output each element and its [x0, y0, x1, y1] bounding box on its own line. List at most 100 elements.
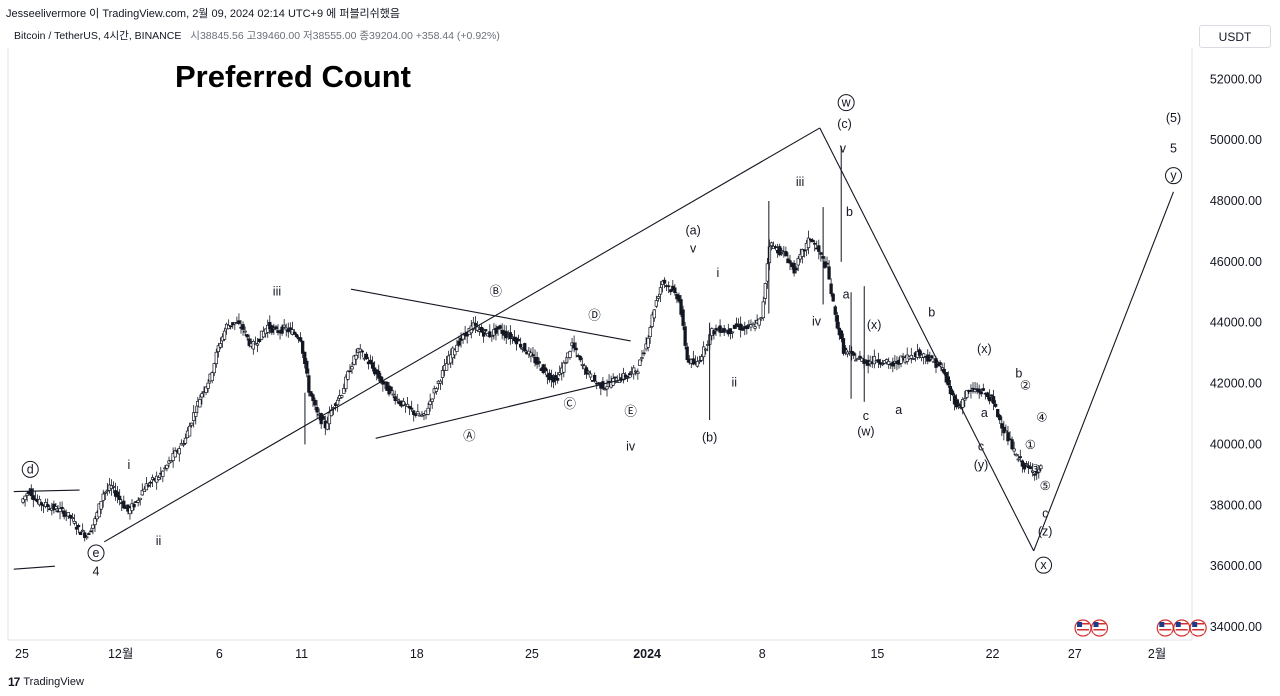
candle-body	[307, 375, 311, 393]
flag-stripe	[1077, 623, 1090, 625]
event-flags[interactable]	[1074, 619, 1207, 637]
candle-body	[91, 524, 95, 529]
footer-brand[interactable]: 17 TradingView	[8, 675, 84, 689]
candle-body	[796, 258, 800, 266]
candle-body	[969, 390, 973, 392]
wave-label: w	[841, 96, 852, 110]
candle-body	[1028, 466, 1033, 469]
flag-stripe	[1192, 632, 1205, 634]
candle-body	[31, 495, 35, 500]
candle-body	[488, 331, 492, 338]
candle-body	[810, 239, 815, 243]
flag-stripe	[1192, 623, 1205, 625]
candle-body	[181, 443, 186, 446]
price-tick-label: 50000.00	[1210, 133, 1262, 147]
candle-body	[741, 327, 745, 331]
candle-body	[691, 358, 696, 365]
chart-grid	[7, 48, 1193, 641]
candle-body	[543, 367, 547, 372]
candle-body	[850, 350, 854, 354]
candle-body	[537, 361, 541, 364]
wave-label: a	[981, 406, 988, 420]
candle-body	[389, 386, 393, 392]
candle-body	[29, 488, 33, 497]
candle-body	[878, 362, 883, 365]
candle-body	[85, 536, 89, 539]
candle-body	[309, 391, 313, 397]
candle-body	[187, 425, 192, 437]
price-tick-label: 46000.00	[1210, 255, 1262, 269]
candle-body	[393, 396, 397, 402]
candle-body	[475, 326, 480, 331]
currency-selector-button[interactable]: USDT	[1199, 25, 1271, 48]
candle-body	[794, 267, 798, 271]
candle-body	[996, 408, 1000, 418]
candle-body	[321, 416, 325, 420]
candle-body	[722, 328, 726, 333]
candle-body	[769, 242, 774, 246]
candle-body	[1037, 468, 1041, 473]
candle-body	[780, 250, 784, 252]
us-flag-icon[interactable]	[1090, 619, 1109, 637]
candle-body	[584, 367, 589, 375]
candle-body	[971, 387, 975, 390]
us-flag-icon[interactable]	[1074, 619, 1092, 637]
time-tick-label: 25	[525, 647, 539, 661]
candle-body	[669, 289, 673, 293]
candle-body	[103, 491, 107, 494]
candle-body	[946, 376, 950, 386]
wave-label: (a)	[686, 223, 701, 237]
candle-body	[350, 366, 354, 370]
candle-body	[62, 510, 66, 517]
candle-body	[673, 287, 677, 294]
candle-body	[695, 360, 700, 367]
candle-body	[627, 373, 632, 376]
us-flag-icon[interactable]	[1156, 619, 1174, 637]
candle-body	[360, 350, 364, 353]
candle-body	[852, 352, 856, 356]
candle-body	[115, 491, 120, 498]
wave-label: 4	[93, 564, 100, 578]
time-axis[interactable]: 25 12월 6 11 18 25 2024 8 15 22 27 2월	[15, 647, 1166, 661]
flag-canton	[1192, 622, 1198, 627]
time-tick-label: 11	[295, 647, 308, 661]
flag-stripe	[1159, 626, 1172, 628]
candle-body	[909, 355, 913, 359]
candle-body	[358, 348, 362, 353]
candle-body	[1039, 465, 1043, 470]
candle-body	[681, 309, 685, 326]
candle-body	[206, 382, 210, 389]
candle-body	[78, 531, 83, 536]
candle-body	[453, 349, 457, 356]
time-tick-label: 2월	[1148, 647, 1166, 661]
wave-label: i	[128, 458, 131, 472]
candle-body	[572, 342, 576, 349]
wave-label: ①	[1025, 438, 1036, 452]
candle-body	[516, 339, 521, 342]
candle-body	[977, 388, 981, 393]
candle-body	[788, 260, 792, 264]
candle-body	[111, 485, 116, 488]
candle-body	[255, 343, 260, 346]
candle-body	[701, 346, 706, 358]
price-axis[interactable]: 52000.00 50000.00 48000.00 46000.00 44000.00…	[1210, 72, 1262, 634]
symbol-name: Bitcoin / TetherUS, 4시간, BINANCE	[14, 30, 182, 42]
candle-body	[346, 371, 350, 380]
candle-body	[214, 351, 218, 365]
candle-body	[638, 359, 642, 366]
candle-body	[430, 398, 434, 402]
candle-body	[802, 249, 807, 252]
us-flag-icon[interactable]	[1189, 619, 1207, 637]
candle-body	[922, 353, 926, 358]
candle-body	[298, 337, 303, 342]
candle-body	[315, 406, 319, 413]
us-flag-icon[interactable]	[1173, 619, 1191, 637]
candle-body	[274, 326, 278, 330]
wave-label: ④	[1036, 411, 1047, 425]
candle-body	[311, 394, 315, 401]
candle-body	[305, 360, 309, 374]
candle-body	[68, 514, 72, 519]
candle-body	[420, 414, 424, 417]
candle-body	[342, 387, 346, 394]
